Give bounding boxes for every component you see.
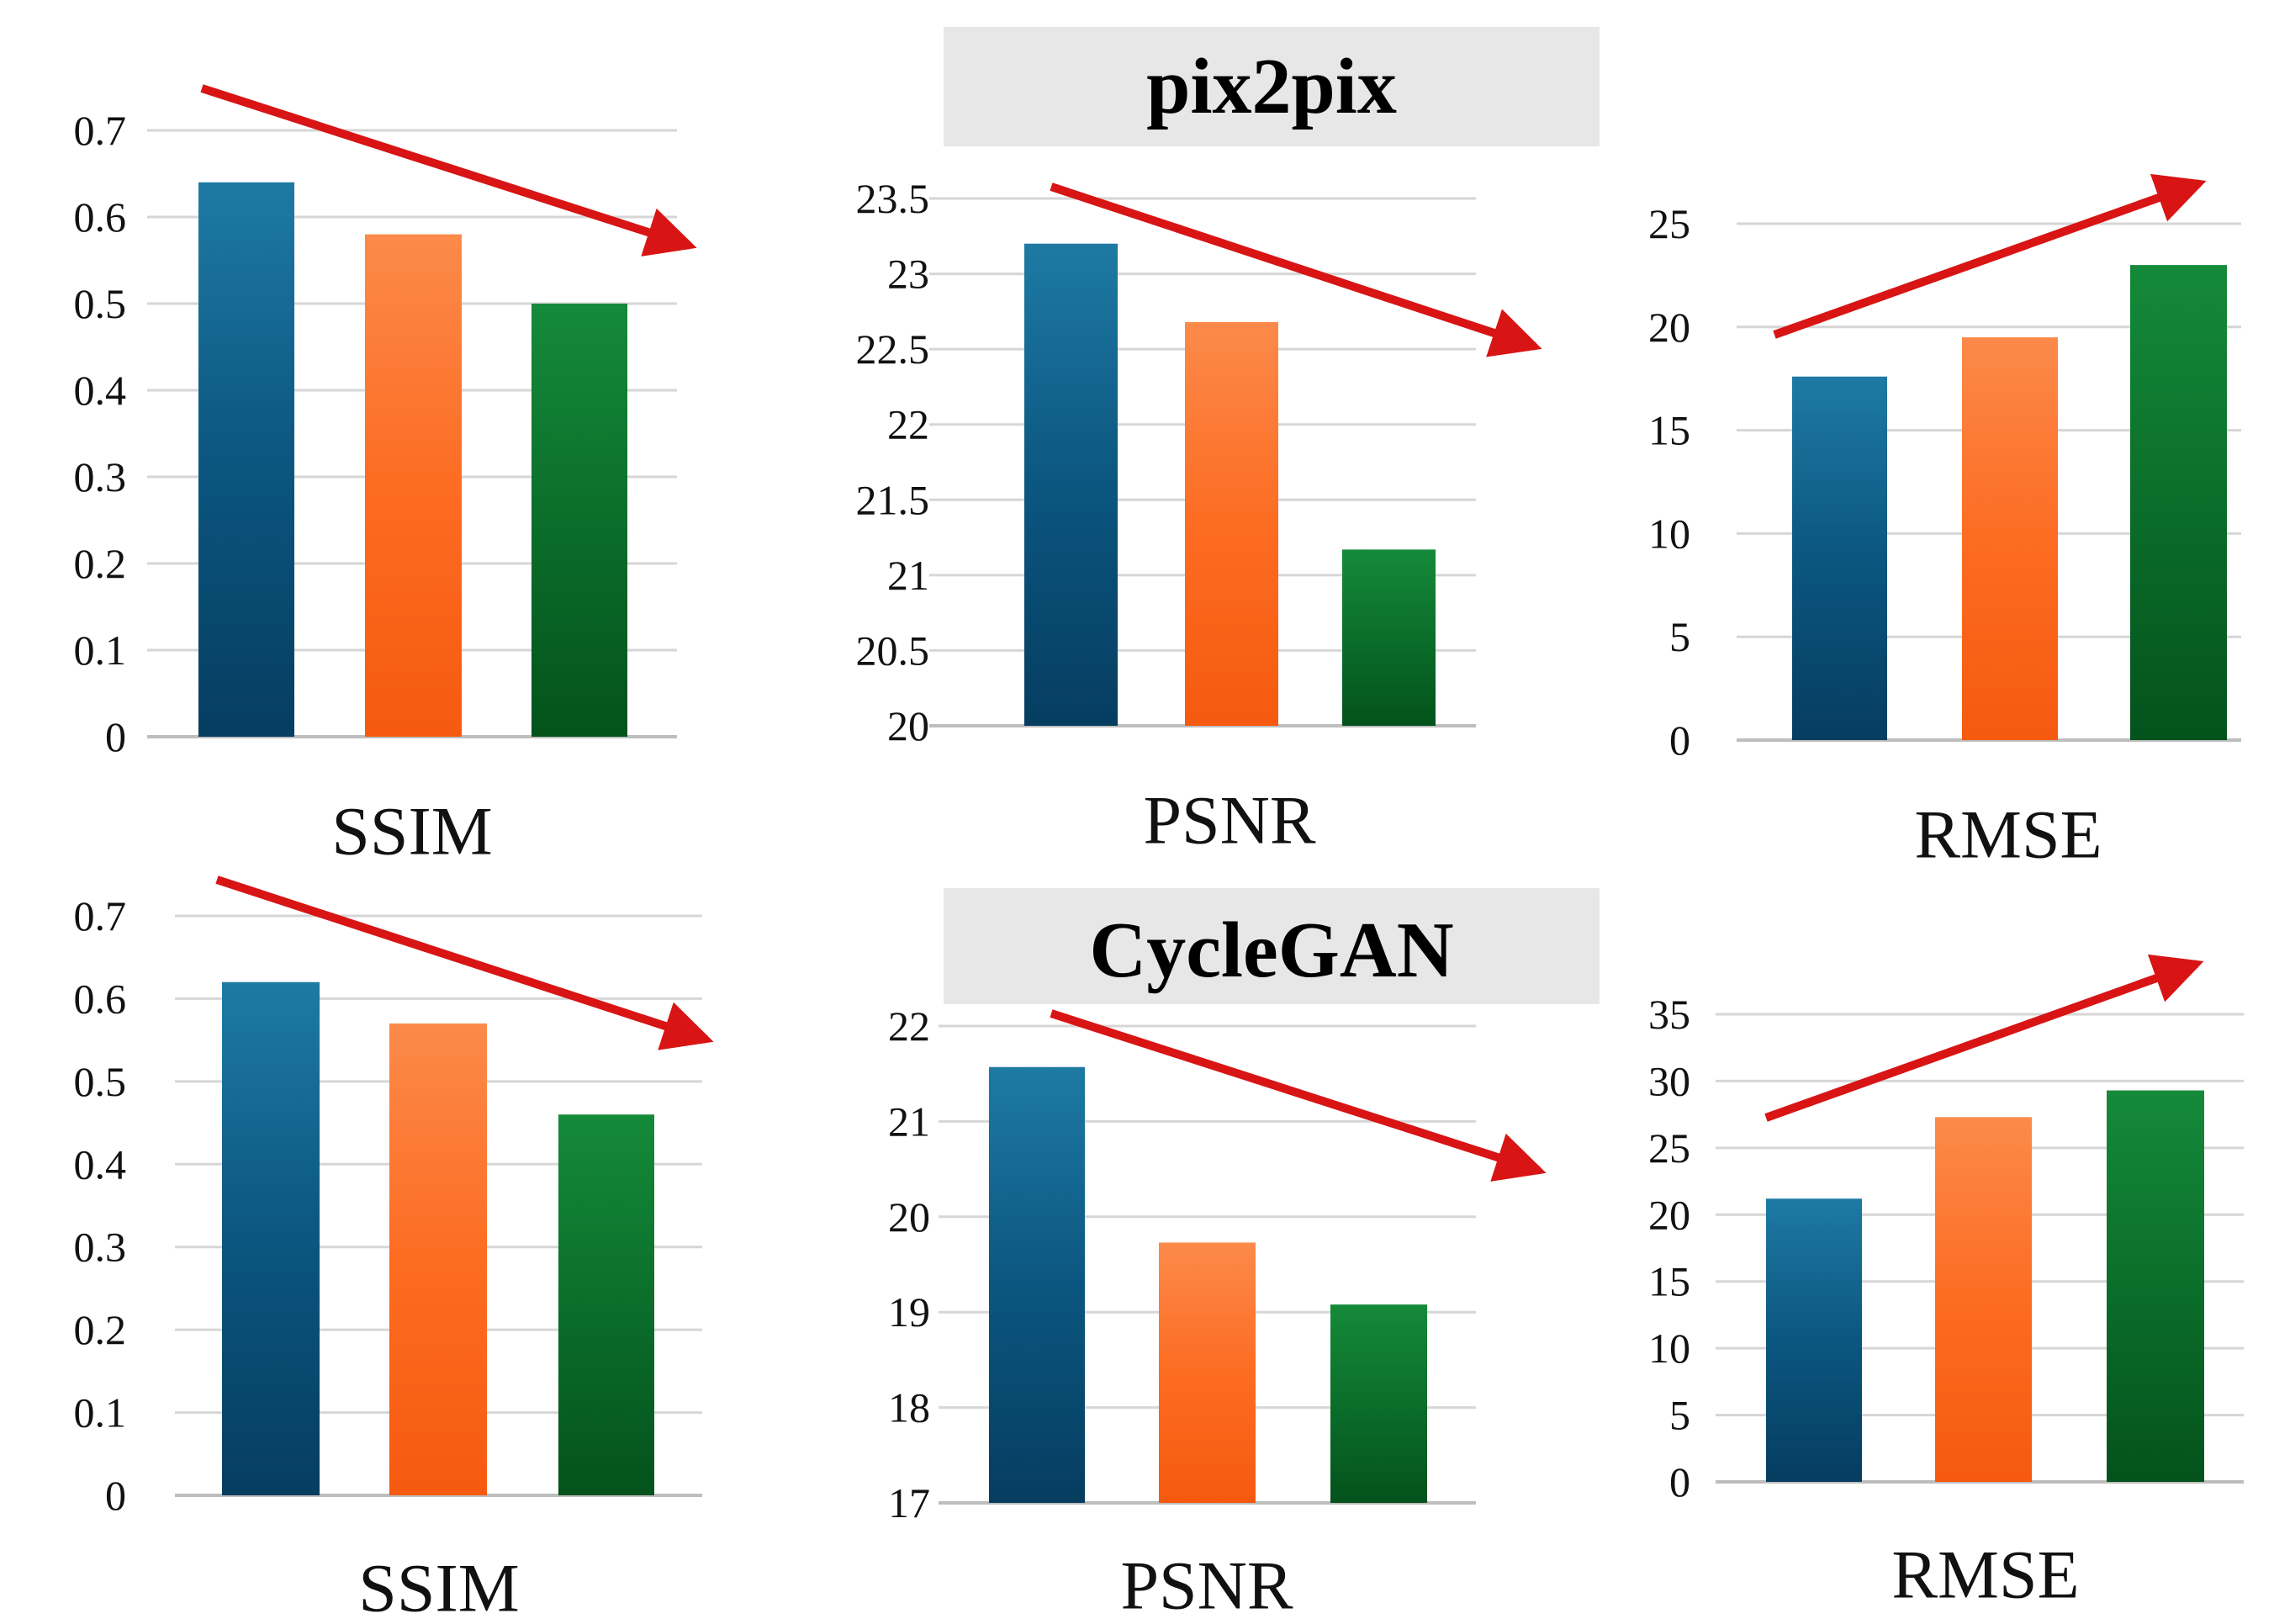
bar-series-3 — [2107, 1090, 2204, 1482]
bar-series-3 — [1330, 1304, 1427, 1503]
y-tick-label: 25 — [1648, 200, 1690, 247]
y-tick-label: 20 — [1648, 1191, 1690, 1238]
y-tick-label: 0.1 — [74, 627, 127, 674]
bar-series-2 — [1185, 321, 1278, 726]
y-tick-label: 35 — [1648, 991, 1690, 1038]
y-tick-label: 22 — [888, 1002, 930, 1050]
bar-series-3 — [1342, 549, 1436, 726]
trend-arrow-down — [1050, 1009, 1547, 1182]
y-tick-label: 0.2 — [74, 1306, 127, 1353]
y-tick-label: 22.5 — [856, 325, 930, 373]
chart-cyclegan-psnr: 17 18 19 20 21 22 PSNR — [888, 1002, 1547, 1624]
y-tick-label: 19 — [888, 1288, 930, 1336]
y-tick-label: 22 — [887, 401, 929, 448]
y-tick-label: 15 — [1648, 1258, 1690, 1305]
y-tick-label: 0.7 — [74, 892, 127, 939]
y-tick-label: 0.4 — [74, 1140, 127, 1188]
bar-series-3 — [2130, 265, 2227, 740]
y-tick-label: 20 — [888, 1193, 930, 1240]
chart-pix2pix-psnr: 20 20.5 21 21.5 22 22.5 23 23.5 PSNR — [856, 175, 1542, 859]
y-tick-label: 0 — [105, 713, 126, 760]
y-tick-label: 0.3 — [74, 453, 127, 500]
chart-cyclegan-ssim: 0 0.1 0.2 0.3 0.4 0.5 0.6 0.7 SSIM — [74, 875, 714, 1624]
y-tick-label: 30 — [1648, 1057, 1690, 1104]
y-tick-label: 21.5 — [856, 476, 930, 523]
bar-series-1 — [1792, 376, 1887, 740]
y-tick-label: 18 — [888, 1384, 930, 1431]
bar-series-2 — [365, 234, 462, 738]
y-tick-label: 0.6 — [74, 193, 127, 241]
y-tick-label: 0 — [105, 1472, 126, 1519]
y-tick-label: 0.3 — [74, 1224, 127, 1271]
y-tick-label: 10 — [1648, 1325, 1690, 1372]
chart-pix2pix-rmse: 0 5 10 15 20 25 RMSE — [1648, 173, 2241, 873]
y-tick-label: 10 — [1648, 510, 1690, 557]
banner-pix2pix-bg — [944, 27, 1600, 146]
y-tick-label: 0.6 — [74, 975, 127, 1022]
y-tick-label: 21 — [887, 552, 929, 599]
banner-cyclegan-title: CycleGAN — [1089, 907, 1453, 994]
bar-series-1 — [1766, 1198, 1862, 1482]
y-tick-label: 20 — [887, 702, 929, 749]
bar-series-1 — [1024, 243, 1118, 726]
y-tick-label: 0.2 — [74, 540, 127, 587]
bar-series-2 — [389, 1023, 487, 1495]
bar-series-1 — [989, 1066, 1085, 1503]
trend-arrow-down — [200, 84, 697, 257]
y-tick-label: 0.5 — [74, 280, 127, 327]
y-tick-label: 20 — [1648, 304, 1690, 351]
y-tick-label: 21 — [888, 1098, 930, 1145]
y-tick-label: 23.5 — [856, 175, 930, 222]
y-tick-label: 17 — [888, 1479, 930, 1526]
trend-arrow-down — [215, 875, 714, 1050]
trend-arrow-up — [1764, 954, 2204, 1122]
x-axis-label: RMSE — [1891, 1537, 2079, 1613]
y-tick-label: 0 — [1669, 717, 1690, 764]
chart-cyclegan-rmse: 0 5 10 15 20 25 30 35 RMSE — [1648, 954, 2244, 1613]
x-axis-label: PSNR — [1143, 782, 1315, 859]
bar-series-1 — [198, 182, 294, 738]
y-tick-label: 15 — [1648, 407, 1690, 454]
trend-arrow-down — [1050, 183, 1542, 357]
bar-series-1 — [222, 981, 320, 1495]
y-tick-label: 0.7 — [74, 107, 127, 154]
x-axis-label: PSNR — [1120, 1547, 1293, 1624]
y-tick-label: 0.5 — [74, 1058, 127, 1105]
banner-pix2pix-title: pix2pix — [1146, 43, 1397, 130]
y-tick-label: 25 — [1648, 1124, 1690, 1172]
banner-cyclegan: CycleGAN — [944, 888, 1600, 1004]
y-tick-label: 20.5 — [856, 627, 930, 674]
banner-pix2pix: pix2pix — [944, 27, 1600, 146]
bar-series-2 — [1159, 1242, 1256, 1503]
y-tick-label: 0.4 — [74, 367, 127, 414]
bar-series-3 — [558, 1114, 654, 1495]
y-tick-label: 0.1 — [74, 1389, 127, 1436]
chart-pix2pix-ssim: 0 0.1 0.2 0.3 0.4 0.5 0.6 0.7 SSIM — [74, 84, 697, 870]
x-axis-label: SSIM — [358, 1550, 519, 1624]
bar-series-3 — [531, 304, 627, 737]
x-axis-label: RMSE — [1914, 796, 2102, 873]
y-tick-label: 23 — [887, 251, 929, 298]
bar-series-2 — [1935, 1117, 2032, 1482]
trend-arrow-up — [1773, 173, 2207, 339]
y-tick-label: 5 — [1669, 1392, 1690, 1439]
banner-cyclegan-bg — [944, 888, 1600, 1004]
y-tick-label: 5 — [1669, 613, 1690, 660]
x-axis-label: SSIM — [331, 793, 492, 870]
bar-series-2 — [1962, 337, 2058, 740]
y-tick-label: 0 — [1669, 1458, 1690, 1505]
